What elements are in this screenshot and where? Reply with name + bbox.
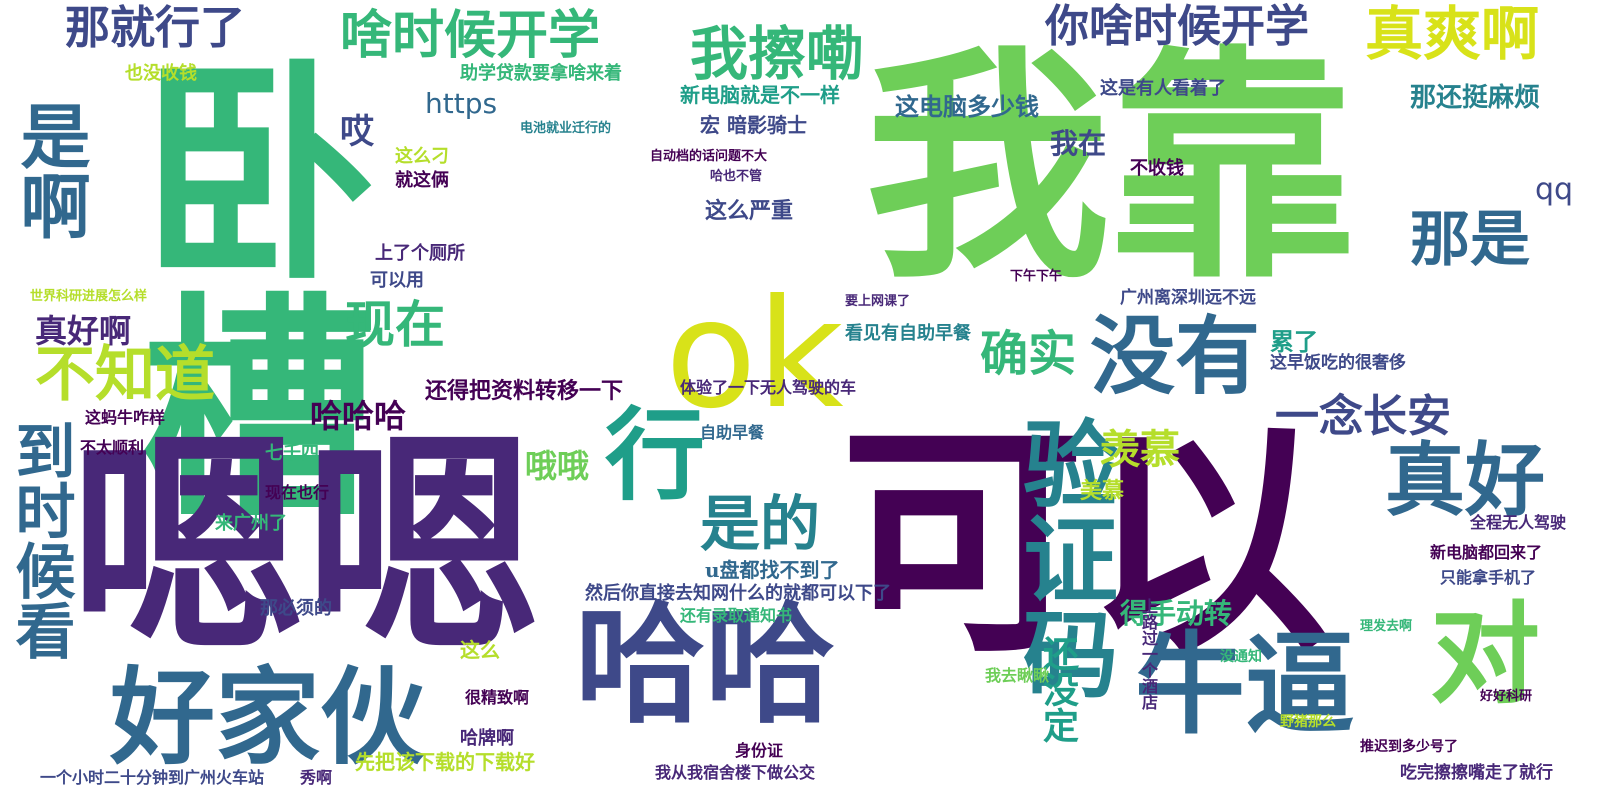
word: 行 <box>605 396 705 514</box>
word: 世界科研进展怎么样 <box>30 289 148 304</box>
word: 哈也不管 <box>710 169 763 184</box>
word: 现在 <box>345 295 445 354</box>
word: 是的 <box>700 490 820 560</box>
word: 好家伙 <box>110 655 426 779</box>
word: 不太顺利 <box>80 438 145 457</box>
word: 秀啊 <box>300 768 333 787</box>
word: 理发去啊 <box>1360 619 1413 634</box>
word: 真好 <box>1385 433 1545 527</box>
word: 那还挺麻烦 <box>1410 83 1541 113</box>
word: 先把该下载的下载好 <box>355 750 535 774</box>
word: 助学贷款要拿啥来着 <box>460 63 622 84</box>
word: 这电脑多少钱 <box>895 92 1039 121</box>
word: 推迟到多少号了 <box>1360 739 1458 755</box>
word: 哈哈 <box>575 588 836 741</box>
word: 还有录取通知书 <box>680 606 793 625</box>
word: 这是有人看着了 <box>1100 78 1226 99</box>
word: 体验了一下无人驾驶的车 <box>680 378 857 397</box>
word: 一个小时二十分钟到广州火车站 <box>40 768 265 787</box>
word: 是啊 <box>9 100 92 240</box>
word: 那必须的 <box>260 598 332 619</box>
word: 嗯嗯 <box>70 409 540 685</box>
word: 这蚂牛咋样 <box>85 408 166 427</box>
word: 累了 <box>1270 327 1318 356</box>
word: 这么 <box>460 638 500 662</box>
word: 羡慕 <box>1100 426 1180 473</box>
word: 下午下午 <box>1010 269 1063 284</box>
word: https <box>425 87 498 120</box>
word: 卧槽 <box>100 50 376 520</box>
word: 野猪那么 <box>1280 714 1336 730</box>
word: 可以用 <box>370 270 424 291</box>
word: 吃完擦擦嘴走了就行 <box>1400 763 1553 783</box>
word: 真爽啊 <box>1365 0 1540 68</box>
word: 新电脑都回来了 <box>1430 543 1543 562</box>
word: 真好啊 <box>35 312 132 350</box>
word: 你啥时候开学 <box>1045 1 1309 52</box>
word: 美慕 <box>1080 478 1125 504</box>
word: 我擦嘞 <box>690 20 865 88</box>
word: 我在 <box>1050 127 1107 160</box>
word: 不收钱 <box>1130 158 1184 179</box>
word: 没有 <box>1090 307 1261 407</box>
word: 我从我宿舍楼下做公交 <box>655 763 816 782</box>
word: 到时候看 <box>5 420 75 660</box>
word: 很精致啊 <box>465 688 530 707</box>
word: 身份证 <box>735 741 784 760</box>
word: 新电脑就是不一样 <box>680 83 840 107</box>
word: 也没收钱 <box>125 63 197 84</box>
word: 啥时候开学 <box>340 5 601 66</box>
word: 要上网课了 <box>845 294 911 309</box>
word: 验证码 <box>1007 415 1118 700</box>
word: 哈牌啊 <box>460 728 514 749</box>
word: 确实 <box>980 326 1077 382</box>
word: 全程无人驾驶 <box>1470 513 1567 532</box>
word: 上了个厕所 <box>375 243 465 264</box>
word: 一念长安 <box>1275 391 1451 442</box>
word: 得手动转 <box>1120 597 1233 630</box>
word: 来广州了 <box>215 513 287 534</box>
word: 自动档的话问题不大 <box>650 149 768 164</box>
word: 哦哦 <box>525 447 590 485</box>
word: 这么严重 <box>705 198 794 224</box>
word: 不知道 <box>35 340 215 410</box>
word: 宏 暗影骑士 <box>700 113 807 137</box>
word: 对 <box>1430 590 1540 719</box>
word: 只能拿手机了 <box>1440 568 1537 587</box>
word: 哈哈哈 <box>310 397 407 435</box>
word: 好好科研 <box>1480 689 1533 704</box>
word: 上路过一个酒店 <box>1139 598 1158 710</box>
word: 哎 <box>340 112 374 152</box>
word: 还没定 <box>1037 635 1079 743</box>
word: 现在也行 <box>265 483 330 502</box>
word: 看见有自助早餐 <box>845 323 971 344</box>
word: 还得把资料转移一下 <box>425 378 624 404</box>
word: qq <box>1535 172 1574 207</box>
word: 那就行了 <box>65 1 246 54</box>
word: 然后你直接去知网什么的就都可以下了 <box>585 583 891 604</box>
word: 牛逼 <box>1135 620 1355 749</box>
word: u盘都找不到了 <box>705 558 840 582</box>
word: 我去瞅瞅 <box>985 666 1050 685</box>
word: ok <box>665 268 844 442</box>
word: 这么刁 <box>395 146 449 167</box>
word: 我靠 <box>865 23 1355 311</box>
word: 那是 <box>1410 205 1530 275</box>
word: 自助早餐 <box>700 423 765 442</box>
word: 可以 <box>840 398 1330 686</box>
word: 这早饭吃的很奢侈 <box>1270 353 1406 373</box>
word: 没通知 <box>1220 649 1262 665</box>
word: 电池就业迁行的 <box>520 121 612 136</box>
word: 广州离深圳远不远 <box>1120 288 1256 308</box>
word: 就这俩 <box>395 170 449 191</box>
word: 七千四 <box>265 443 319 464</box>
